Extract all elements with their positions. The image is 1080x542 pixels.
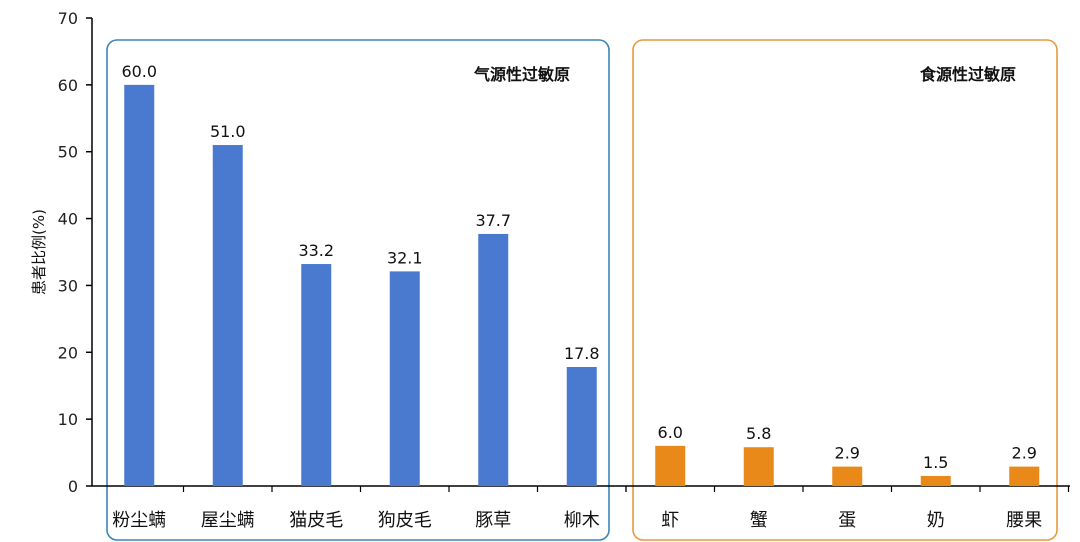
y-tick-label: 50	[58, 143, 78, 162]
bar-柳木	[566, 366, 597, 486]
value-label-蟹: 5.8	[746, 424, 771, 443]
value-label-猫皮毛: 33.2	[298, 241, 334, 260]
group-frame-0	[106, 39, 610, 541]
category-label-腰果: 腰果	[1006, 510, 1042, 531]
bar-奶	[920, 475, 951, 486]
bar-狗皮毛	[389, 271, 420, 486]
group-label-food: 食源性过敏原	[919, 65, 1016, 84]
bar-粉尘螨	[124, 84, 155, 486]
group-frame-1	[632, 39, 1058, 541]
category-label-奶: 奶	[927, 510, 945, 531]
value-label-狗皮毛: 32.1	[387, 248, 423, 267]
category-label-猫皮毛: 猫皮毛	[289, 510, 343, 531]
y-tick-label: 0	[68, 477, 78, 496]
y-tick-label: 40	[58, 210, 78, 229]
category-label-豚草: 豚草	[475, 510, 511, 531]
category-label-柳木: 柳木	[564, 510, 600, 531]
bar-腰果	[1009, 466, 1040, 486]
bar-蟹	[743, 447, 774, 486]
y-tick-label: 10	[58, 410, 78, 429]
value-label-豚草: 37.7	[475, 211, 511, 230]
category-label-蟹: 蟹	[750, 510, 768, 531]
y-tick-label: 30	[58, 276, 78, 295]
value-label-虾: 6.0	[658, 423, 683, 442]
category-label-蛋: 蛋	[838, 510, 856, 531]
y-tick-label: 20	[58, 343, 78, 362]
group-label-airborne: 气源性过敏原	[473, 65, 570, 84]
bar-豚草	[478, 233, 509, 486]
value-label-柳木: 17.8	[564, 344, 600, 363]
category-label-狗皮毛: 狗皮毛	[378, 510, 432, 531]
bar-猫皮毛	[301, 264, 332, 486]
value-label-奶: 1.5	[923, 453, 948, 472]
y-tick-label: 60	[58, 76, 78, 95]
category-label-粉尘螨: 粉尘螨	[112, 510, 166, 531]
y-tick-label: 70	[58, 9, 78, 28]
category-label-屋尘螨: 屋尘螨	[201, 510, 255, 531]
value-label-腰果: 2.9	[1012, 444, 1037, 463]
y-axis-label: 患者比例(%)	[30, 209, 48, 295]
value-label-蛋: 2.9	[835, 444, 860, 463]
value-label-屋尘螨: 51.0	[210, 122, 246, 141]
category-label-虾: 虾	[661, 510, 679, 531]
value-label-粉尘螨: 60.0	[121, 62, 157, 81]
bar-屋尘螨	[212, 145, 243, 486]
bar-蛋	[832, 466, 863, 486]
bar-虾	[655, 445, 686, 486]
